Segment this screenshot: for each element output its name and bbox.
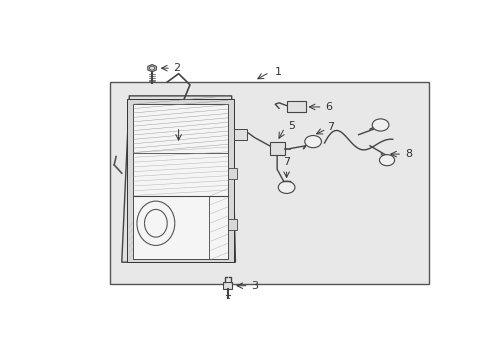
Circle shape: [371, 119, 388, 131]
Polygon shape: [133, 104, 227, 260]
Bar: [233, 129, 246, 140]
Bar: [223, 282, 232, 288]
Circle shape: [379, 155, 394, 166]
Text: 1: 1: [275, 67, 282, 77]
Circle shape: [278, 181, 294, 193]
Polygon shape: [127, 99, 233, 262]
Bar: [227, 168, 237, 179]
Text: 8: 8: [404, 149, 411, 159]
Bar: [269, 141, 284, 156]
Polygon shape: [147, 64, 156, 72]
Text: 7: 7: [283, 157, 289, 167]
Circle shape: [304, 135, 321, 148]
Text: 4: 4: [175, 113, 182, 123]
Polygon shape: [122, 96, 235, 262]
Bar: [286, 102, 305, 112]
Bar: [227, 219, 237, 230]
Text: 5: 5: [288, 121, 295, 131]
Text: 2: 2: [173, 63, 180, 73]
Text: 3: 3: [251, 281, 258, 291]
Bar: [110, 82, 428, 284]
Text: 7: 7: [327, 122, 334, 132]
Text: 6: 6: [325, 102, 331, 112]
